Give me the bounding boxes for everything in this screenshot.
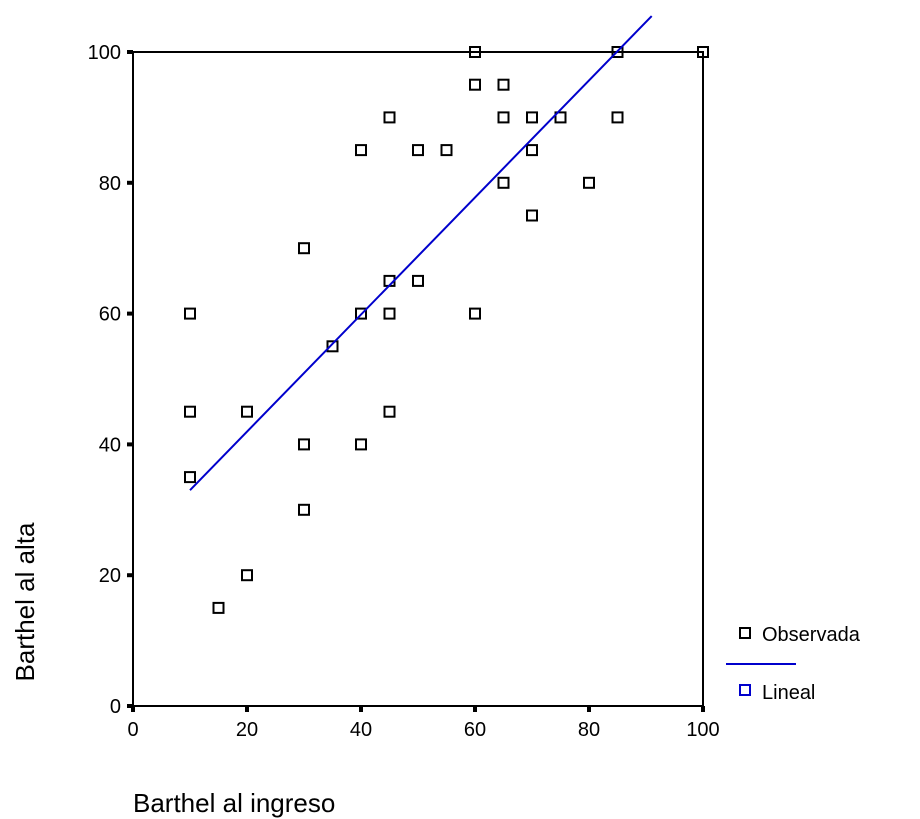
- y-tick-label: 80: [99, 173, 121, 195]
- x-tick-label: 80: [578, 719, 600, 741]
- data-point: [469, 307, 481, 320]
- x-tick-label: 100: [686, 719, 719, 741]
- data-point: [526, 209, 538, 222]
- x-tick-label: 60: [464, 719, 486, 741]
- data-point: [412, 274, 424, 287]
- data-point: [497, 78, 510, 91]
- y-tick-label: 20: [99, 565, 121, 587]
- data-point: [526, 144, 538, 157]
- data-point: [355, 438, 367, 451]
- x-tick-label: 20: [236, 719, 258, 741]
- data-point: [383, 111, 396, 124]
- data-point: [212, 601, 225, 614]
- x-axis-title: Barthel al ingreso: [133, 788, 335, 818]
- plot-frame: [132, 51, 704, 707]
- data-point: [469, 46, 481, 58]
- data-point: [355, 307, 367, 320]
- legend: Observada Lineal: [726, 624, 861, 704]
- data-point: [697, 46, 709, 58]
- y-tick-label: 0: [110, 696, 121, 718]
- legend-label-lineal: Lineal: [762, 682, 815, 704]
- data-point: [184, 471, 196, 484]
- data-point: [497, 176, 510, 189]
- data-point: [184, 307, 196, 320]
- data-point: [298, 503, 310, 516]
- data-point: [554, 111, 567, 124]
- y-tick-label: 100: [88, 42, 121, 64]
- data-point: [241, 569, 253, 582]
- legend-marker-lineal: [739, 684, 751, 696]
- fit-line: [189, 15, 653, 491]
- y-tick-label: 40: [99, 434, 121, 456]
- axes: 0 20 40 60 80 100 0 20 40 60 80 100: [88, 42, 720, 741]
- data-point: [440, 144, 453, 157]
- legend-marker-observada: [739, 627, 751, 639]
- data-point: [469, 78, 481, 91]
- data-point: [184, 405, 196, 418]
- data-point: [497, 111, 510, 124]
- legend-label-observada: Observada: [762, 624, 861, 646]
- data-point: [298, 242, 310, 255]
- y-axis-title: Barthel al alta: [10, 522, 40, 682]
- data-point: [326, 340, 339, 353]
- data-point: [355, 144, 367, 157]
- data-point: [383, 307, 396, 320]
- y-tick-label: 60: [99, 304, 121, 326]
- data-point: [611, 111, 624, 124]
- x-tick-label: 40: [350, 719, 372, 741]
- x-tick-label: 0: [127, 719, 138, 741]
- data-point: [583, 176, 595, 189]
- data-point: [383, 405, 396, 418]
- data-point: [526, 111, 538, 124]
- data-point: [412, 144, 424, 157]
- data-point: [611, 46, 624, 58]
- data-marks: [184, 15, 709, 614]
- data-point: [298, 438, 310, 451]
- plot-area: [132, 51, 704, 707]
- data-point: [241, 405, 253, 418]
